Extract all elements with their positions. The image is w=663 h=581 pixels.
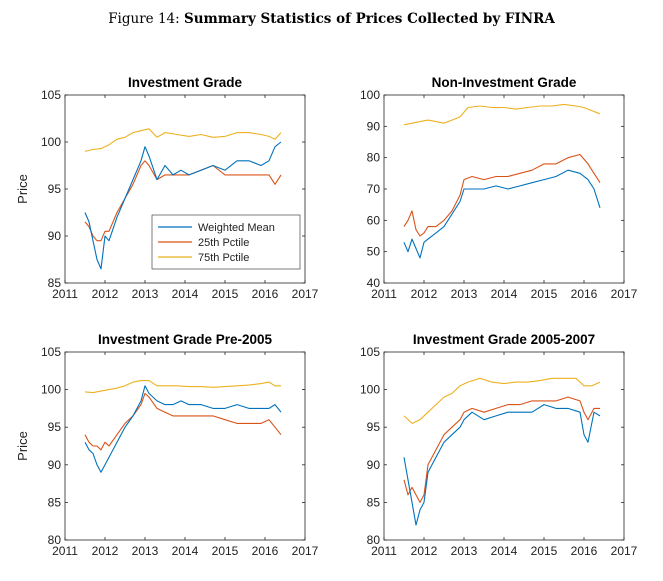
y-tick-label: 105 <box>360 345 380 359</box>
plot-area <box>383 94 625 284</box>
x-tick-label: 2017 <box>292 544 319 558</box>
y-tick-label: 95 <box>48 420 62 434</box>
series-line-weighted-mean <box>403 169 601 259</box>
x-tick-label: 2017 <box>611 287 638 301</box>
y-tick-label: 95 <box>48 182 62 196</box>
y-tick-label: 90 <box>48 229 62 243</box>
legend: Weighted Mean 25th Pctile 75th Pctile <box>151 214 301 270</box>
x-tick-label: 2016 <box>252 287 279 301</box>
plot-area <box>64 351 306 541</box>
y-axis-label: Price <box>15 174 30 204</box>
y-tick-label: 100 <box>41 135 61 149</box>
y-tick-label: 100 <box>360 383 380 397</box>
figure-label: Figure 14: <box>108 11 180 27</box>
y-tick-label: 70 <box>367 182 381 196</box>
y-tick-label: 105 <box>41 88 61 102</box>
x-tick-label: 2014 <box>172 544 199 558</box>
x-tick-label: 2016 <box>571 287 598 301</box>
y-tick-label: 90 <box>367 119 381 133</box>
x-tick-label: 2011 <box>52 287 78 301</box>
x-tick-label: 2017 <box>292 287 319 301</box>
series-line-p25 <box>403 396 600 503</box>
x-tick-label: 2016 <box>252 544 279 558</box>
legend-entry: 25th Pctile <box>198 237 249 249</box>
y-tick-label: 80 <box>367 533 381 547</box>
y-tick-label: 100 <box>360 88 380 102</box>
series-line-p25 <box>403 153 601 237</box>
series-line-weighted-mean <box>84 141 282 270</box>
y-tick-label: 105 <box>41 345 61 359</box>
chart-panel-3: Investment Grade Pre-2005 80 85 90 95 100 105 2… <box>15 332 319 558</box>
chart-panel-2: Non-Investment Grade 40 50 60 70 80 90 100 2011 2… <box>360 75 638 301</box>
y-axis-label: Price <box>15 431 30 461</box>
x-tick-label: 2016 <box>571 544 598 558</box>
y-tick-label: 85 <box>48 495 62 509</box>
figure-title: Summary Statistics of Prices Collected b… <box>183 11 555 27</box>
chart-title: Investment Grade 2005-2007 <box>413 332 595 347</box>
y-tick-label: 85 <box>48 276 62 290</box>
series-line-p25 <box>84 392 282 451</box>
y-tick-label: 40 <box>367 276 381 290</box>
y-tick-label: 95 <box>367 420 381 434</box>
y-tick-label: 85 <box>367 495 381 509</box>
x-tick-label: 2014 <box>491 287 518 301</box>
y-tick-label: 60 <box>367 213 381 227</box>
chart-title: Investment Grade Pre-2005 <box>98 332 273 347</box>
figure-caption: Figure 14: Summary Statistics of Prices … <box>0 11 663 27</box>
x-tick-label: 2013 <box>451 544 478 558</box>
x-tick-label: 2015 <box>531 544 558 558</box>
x-tick-label: 2012 <box>411 287 438 301</box>
x-tick-label: 2015 <box>531 287 558 301</box>
x-tick-label: 2011 <box>371 287 397 301</box>
chart-title: Investment Grade <box>128 75 243 90</box>
legend-entry: Weighted Mean <box>198 222 275 234</box>
x-tick-label: 2013 <box>451 287 478 301</box>
series-line-p75 <box>84 128 282 152</box>
series-line-weighted-mean <box>403 404 601 526</box>
x-tick-label: 2013 <box>132 544 159 558</box>
x-tick-label: 2017 <box>611 544 638 558</box>
x-tick-label: 2015 <box>212 287 239 301</box>
y-tick-label: 80 <box>48 533 62 547</box>
x-tick-label: 2014 <box>491 544 518 558</box>
series-line-p75 <box>403 377 601 424</box>
x-tick-label: 2012 <box>92 544 119 558</box>
x-tick-label: 2011 <box>52 544 78 558</box>
x-tick-label: 2012 <box>411 544 438 558</box>
chart-panel-4: Investment Grade 2005-2007 80 85 90 95 100 105… <box>360 332 638 558</box>
chart-title: Non-Investment Grade <box>432 75 577 90</box>
series-line-weighted-mean <box>84 385 282 473</box>
legend-entry: 75th Pctile <box>198 252 249 264</box>
series-line-p75 <box>403 103 601 126</box>
x-tick-label: 2015 <box>212 544 239 558</box>
x-tick-label: 2014 <box>172 287 199 301</box>
y-tick-label: 80 <box>367 151 381 165</box>
y-tick-label: 100 <box>41 383 61 397</box>
y-tick-label: 90 <box>48 458 62 472</box>
y-tick-label: 50 <box>367 245 381 259</box>
x-tick-label: 2012 <box>92 287 119 301</box>
chart-panel-1: Investment Grade 85 90 95 100 105 2011 2012 2013… <box>15 75 319 301</box>
x-tick-label: 2011 <box>371 544 397 558</box>
x-tick-label: 2013 <box>132 287 159 301</box>
series-line-p75 <box>84 380 281 394</box>
y-tick-label: 90 <box>367 458 381 472</box>
